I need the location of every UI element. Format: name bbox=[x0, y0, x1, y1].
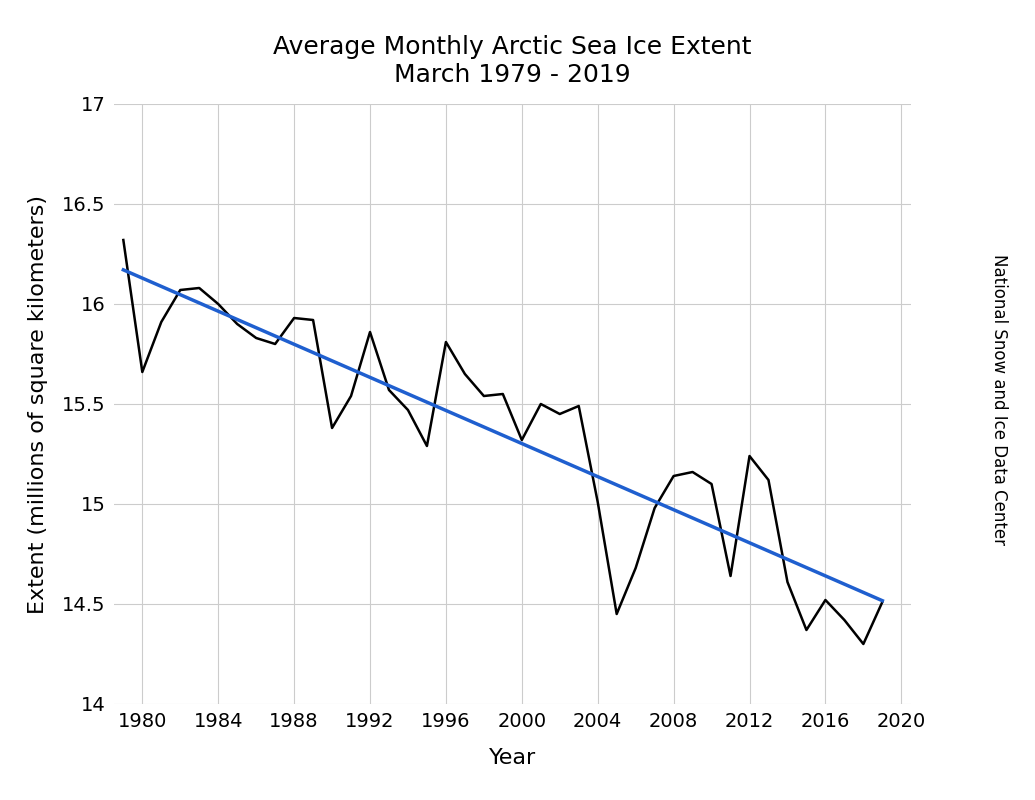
Y-axis label: Extent (millions of square kilometers): Extent (millions of square kilometers) bbox=[28, 194, 48, 614]
X-axis label: Year: Year bbox=[489, 748, 536, 768]
Text: National Snow and Ice Data Center: National Snow and Ice Data Center bbox=[989, 254, 1008, 546]
Title: Average Monthly Arctic Sea Ice Extent
March 1979 - 2019: Average Monthly Arctic Sea Ice Extent Ma… bbox=[273, 35, 751, 86]
